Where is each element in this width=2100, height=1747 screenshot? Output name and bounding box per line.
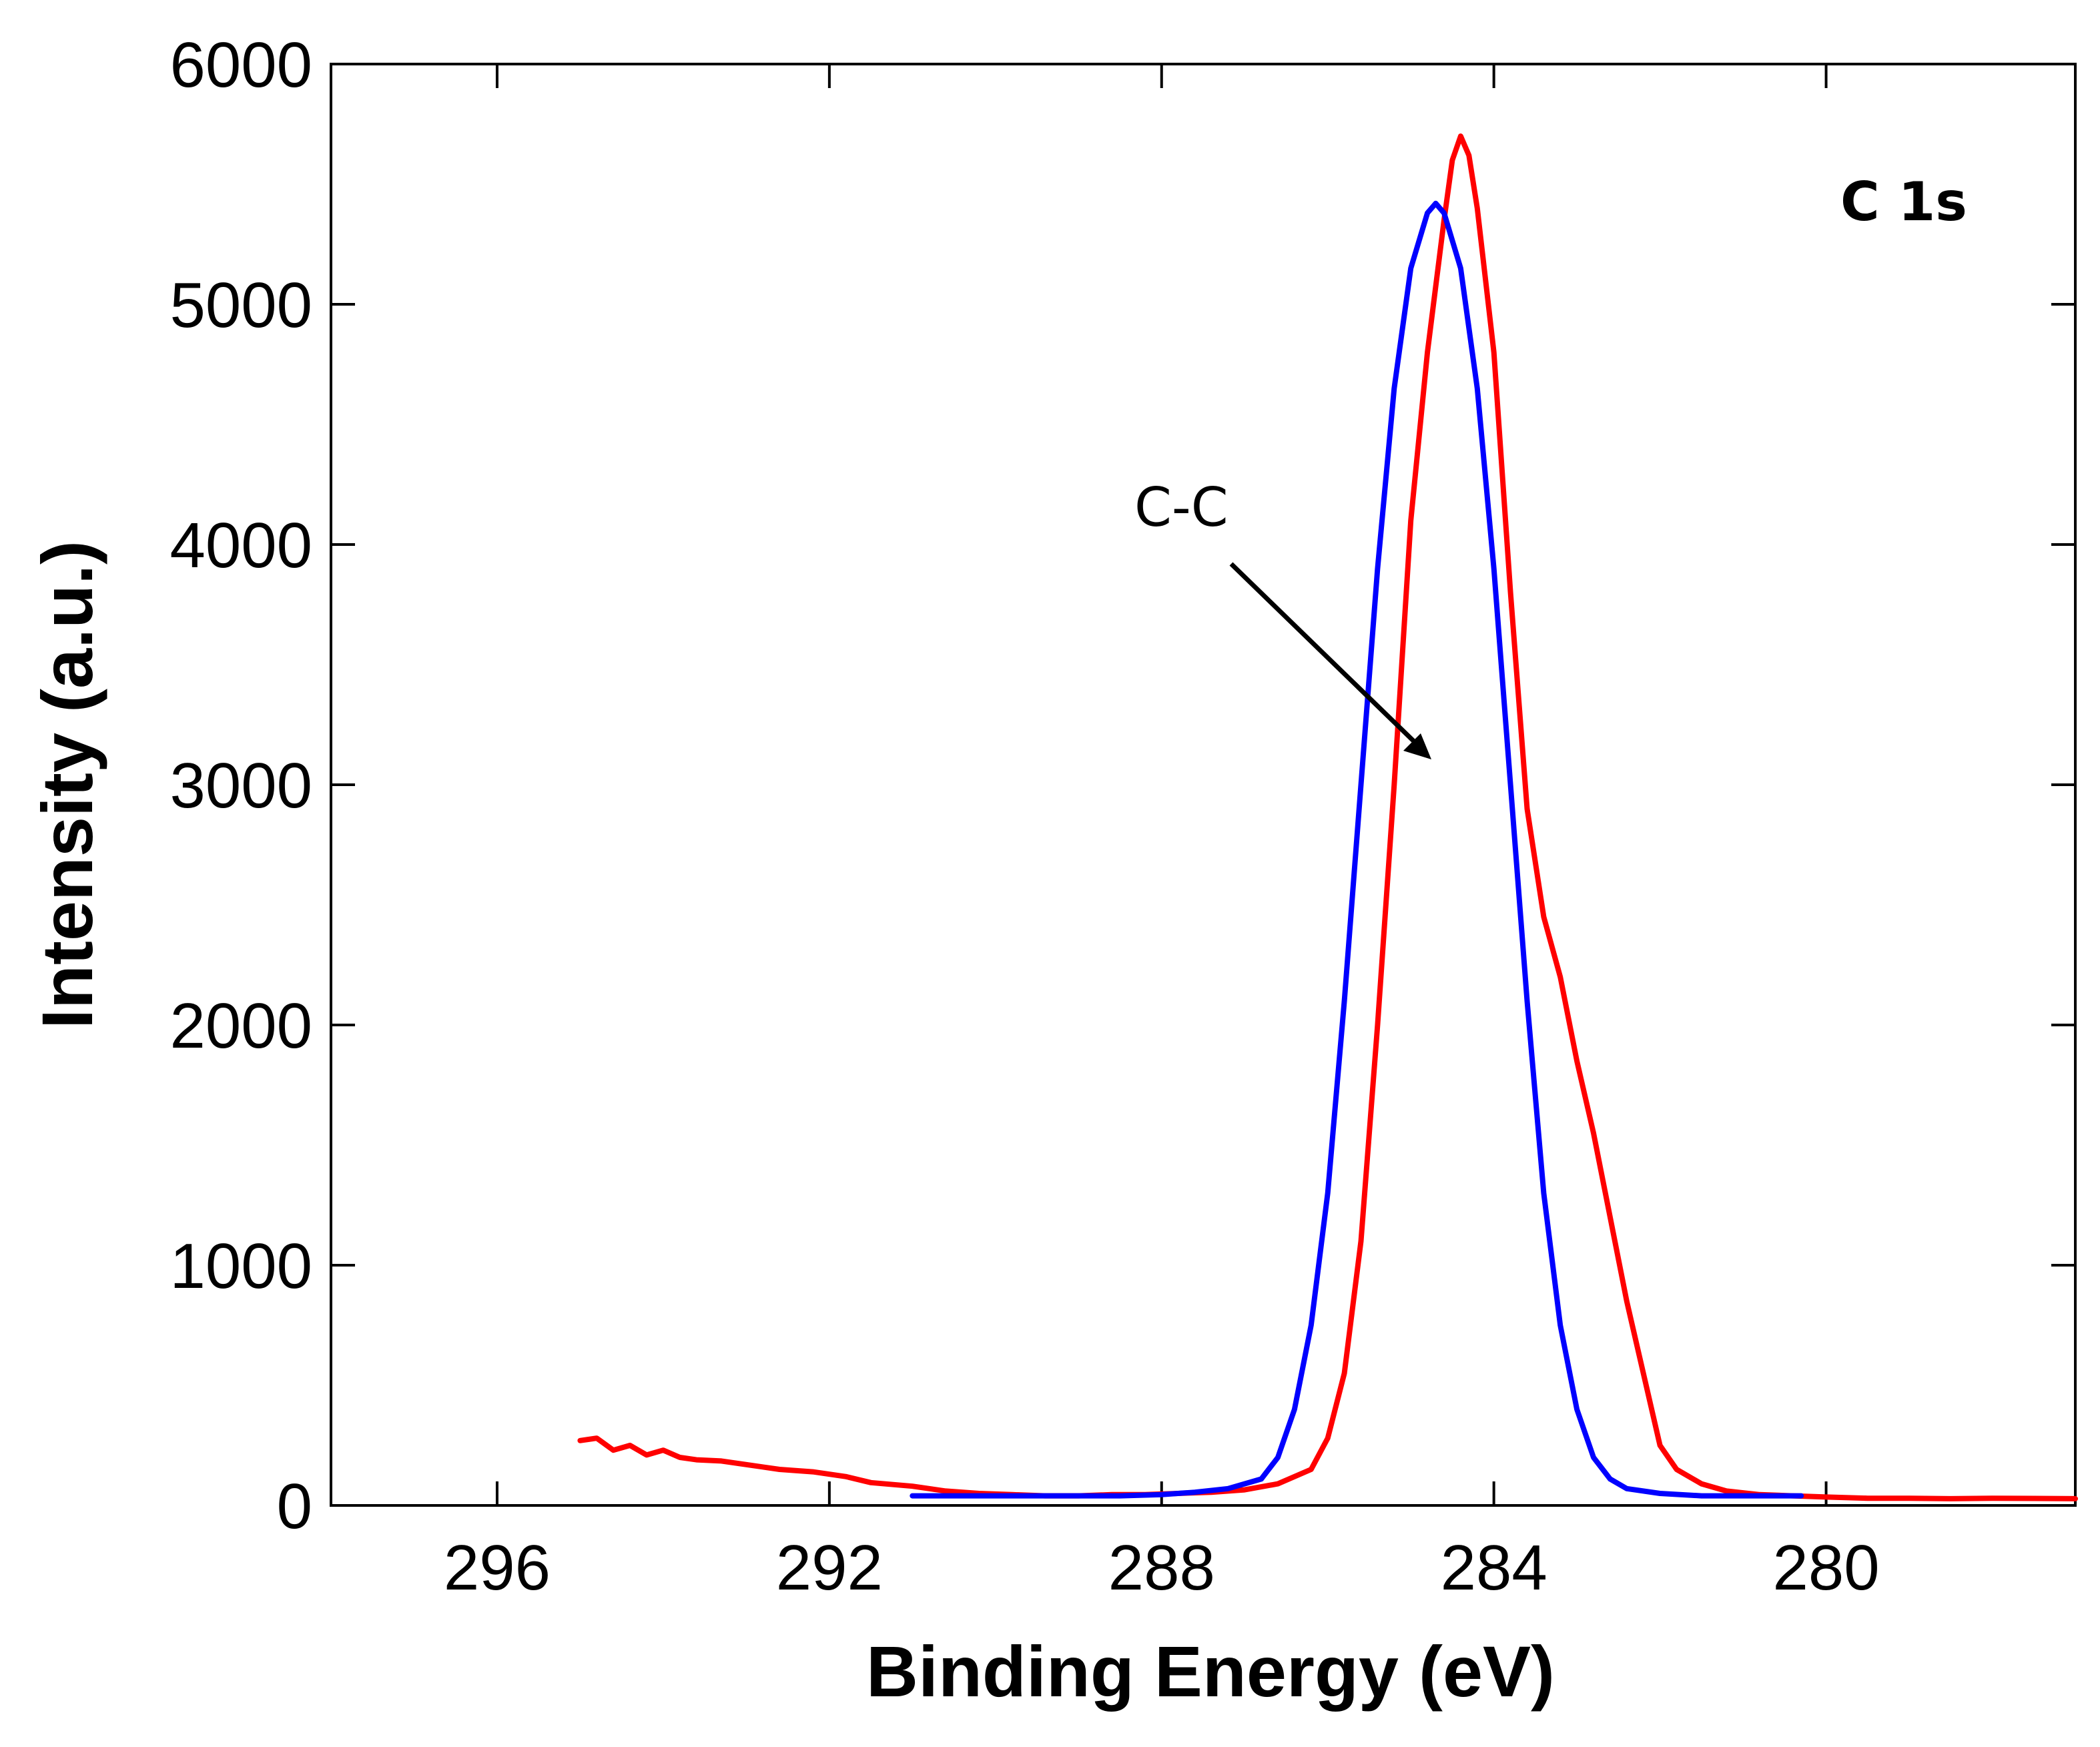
y-tick-label-1000: 1000 <box>169 1231 312 1302</box>
series-line-fit <box>910 200 1804 1499</box>
x-tick-label-284: 284 <box>1441 1532 1547 1604</box>
y-tick-label-5000: 5000 <box>169 270 312 341</box>
y-tick-label-6000: 6000 <box>169 29 312 101</box>
plot-area-frame <box>330 63 2077 1507</box>
annotation-arrowhead <box>1403 733 1431 759</box>
annotation-arrow <box>1229 562 1417 744</box>
annotation-label: C-C <box>1134 476 1229 539</box>
y-axis-title: Intensity (a.u.) <box>27 541 107 1029</box>
x-tick-label-292: 292 <box>776 1532 883 1604</box>
y-tick-label-2000: 2000 <box>169 990 312 1062</box>
x-tick-label-296: 296 <box>444 1532 551 1604</box>
y-tick-label-3000: 3000 <box>169 750 312 821</box>
x-tick-label-280: 280 <box>1772 1532 1879 1604</box>
y-tick-label-0: 0 <box>277 1471 312 1542</box>
x-tick-label-288: 288 <box>1108 1532 1215 1604</box>
panel-label: C 1s <box>1840 171 1967 233</box>
series-line-measured <box>577 133 2078 1501</box>
x-axis-title: Binding Energy (eV) <box>866 1631 1555 1712</box>
y-tick-label-4000: 4000 <box>169 510 312 581</box>
